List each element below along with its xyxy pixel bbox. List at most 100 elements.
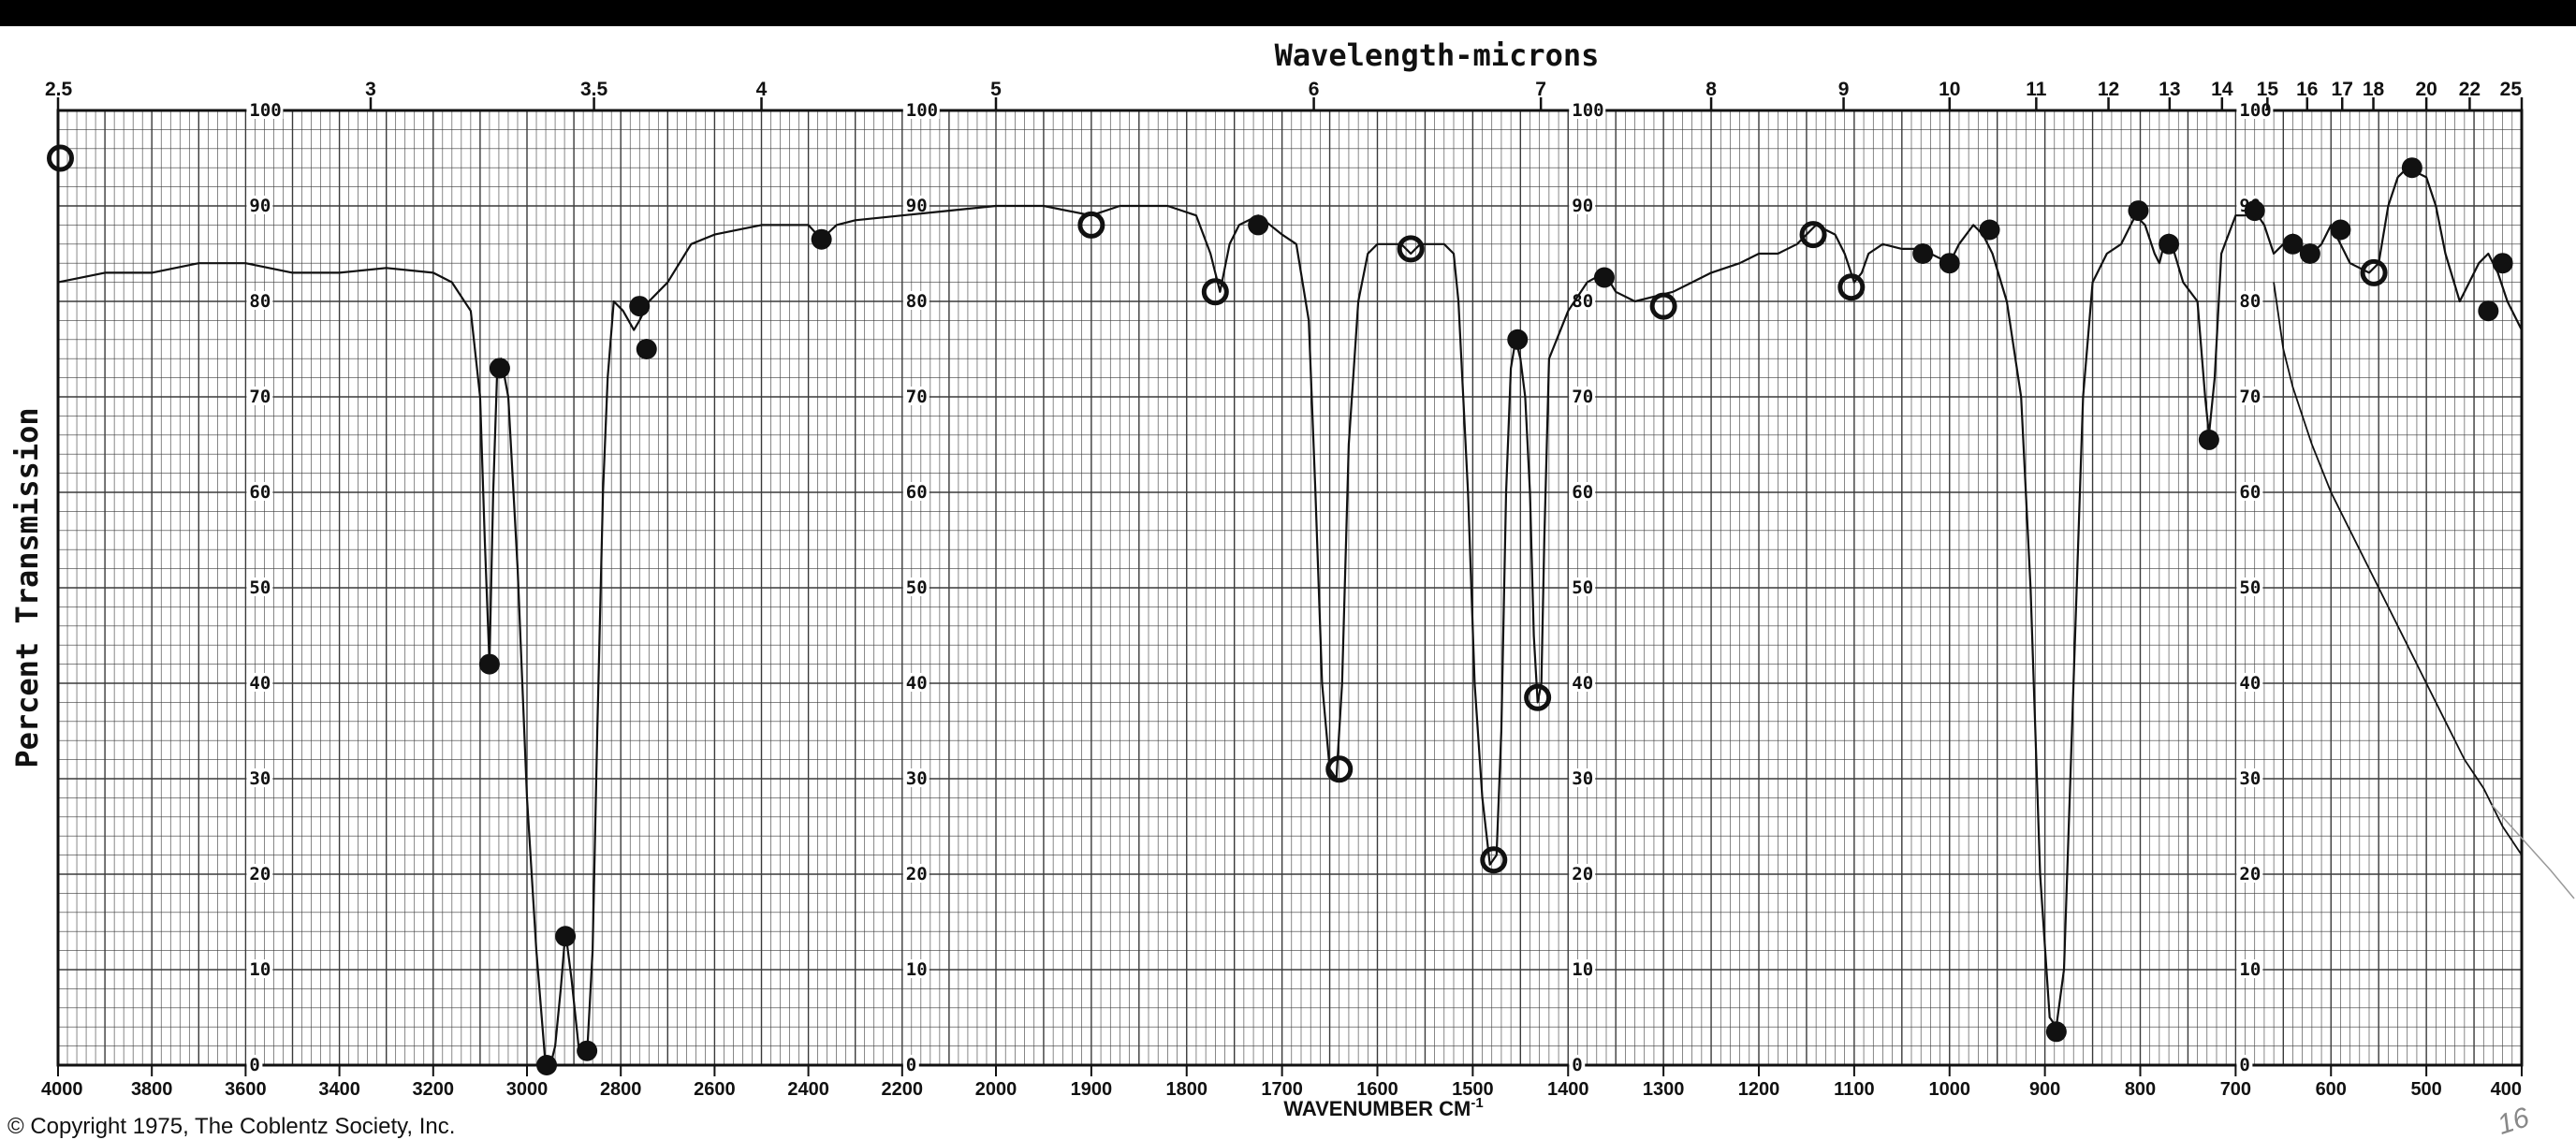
corner-pencil-stroke <box>2491 804 2575 899</box>
y-tick-label-bg <box>2236 577 2263 596</box>
secondary-trace-line <box>2273 282 2523 856</box>
y-tick-label: 80 <box>249 291 271 312</box>
peak-marker-ring <box>1649 292 1677 320</box>
top-tick-label: 14 <box>2211 79 2233 100</box>
y-tick-label-bg <box>246 1055 263 1074</box>
peak-marker-dot <box>1939 253 1960 274</box>
y-tick-label: 20 <box>1572 864 1593 884</box>
spectrum-series-line <box>57 167 2523 1067</box>
y-tick-label-bg <box>2236 387 2263 405</box>
y-tick-label: 100 <box>1572 100 1603 121</box>
peak-marker-dot <box>2478 300 2499 322</box>
y-tick-label: 100 <box>249 100 281 121</box>
bottom-tick-label: 2000 <box>975 1079 1017 1100</box>
top-tick-label: 4 <box>756 79 768 100</box>
y-tick-label: 10 <box>2239 959 2261 980</box>
y-tick-label: 60 <box>2239 482 2261 503</box>
bottom-tick-label: 1000 <box>1929 1079 1971 1100</box>
y-tick-label: 80 <box>906 291 928 312</box>
y-tick-label-bg <box>246 959 273 978</box>
y-tick-label-bg <box>246 387 273 405</box>
peak-marker-dot <box>2282 233 2304 255</box>
y-tick-label-bg <box>2236 959 2263 978</box>
top-tick-label: 3 <box>365 79 376 100</box>
y-tick-label-bg <box>902 768 929 787</box>
y-tick-label-bg <box>1569 1055 1586 1074</box>
bottom-tick-label: 3000 <box>506 1079 549 1100</box>
y-tick-label: 100 <box>2239 100 2271 121</box>
y-tick-label: 20 <box>249 864 271 884</box>
spectrum-traces <box>57 167 2523 1067</box>
peak-marker-dot <box>2244 200 2265 222</box>
peak-markers <box>47 144 2513 1075</box>
peak-marker-ring <box>1524 683 1552 711</box>
peak-marker-ring <box>47 144 75 172</box>
top-black-bar <box>0 0 2576 26</box>
x-axis-title: WAVENUMBER CM-1 <box>1283 1095 1483 1120</box>
peak-marker-dot <box>489 358 510 379</box>
peak-marker-dot <box>2198 429 2219 450</box>
top-tick-label: 5 <box>990 79 1002 100</box>
y-tick-label: 30 <box>906 768 928 789</box>
peak-marker-dot <box>1912 243 1934 264</box>
y-tick-label: 70 <box>2239 387 2261 407</box>
top-tick-label: 20 <box>2415 79 2437 100</box>
bottom-tick-label: 1300 <box>1643 1079 1685 1100</box>
y-tick-label: 30 <box>2239 768 2261 789</box>
y-tick-label: 50 <box>2239 577 2261 598</box>
top-tick-label: 10 <box>1939 79 1960 100</box>
peak-marker-dot <box>478 653 500 675</box>
top-tick-label: 2.5 <box>45 79 73 100</box>
y-tick-label: 70 <box>906 387 928 407</box>
y-tick-label: 0 <box>249 1055 259 1075</box>
y-tick-label: 70 <box>1572 387 1593 407</box>
y-tick-label-bg <box>1569 864 1596 883</box>
y-tick-label: 80 <box>2239 291 2261 312</box>
peak-marker-ring <box>1201 278 1229 306</box>
top-axis-title: Wavelength-microns <box>1275 37 1600 73</box>
y-tick-label: 0 <box>906 1055 916 1075</box>
copyright-notice: © Copyright 1975, The Coblentz Society, … <box>7 1114 456 1139</box>
y-tick-label: 10 <box>249 959 271 980</box>
y-tick-label-bg <box>902 673 929 692</box>
bottom-tick-label: 2400 <box>787 1079 829 1100</box>
bottom-tick-label: 1500 <box>1452 1079 1494 1100</box>
y-tick-label-bg <box>2236 864 2263 883</box>
y-tick-label: 30 <box>1572 768 1593 789</box>
peak-marker-dot <box>2492 253 2513 274</box>
y-tick-label: 90 <box>906 196 928 216</box>
y-tick-label-bg <box>246 291 273 310</box>
bottom-tick-label: 4000 <box>41 1079 83 1100</box>
y-tick-label: 50 <box>249 577 271 598</box>
peak-marker-dot <box>2159 233 2180 255</box>
y-tick-label: 90 <box>249 196 271 216</box>
peak-marker-ring <box>1799 221 1827 249</box>
peak-marker-dot <box>2330 219 2351 241</box>
corner-annotation: 16 <box>2494 1102 2533 1138</box>
y-tick-label-bg <box>1569 291 1596 310</box>
y-tick-label-bg <box>902 482 929 501</box>
y-tick-label-bg <box>246 577 273 596</box>
bottom-tick-label: 900 <box>2029 1079 2060 1100</box>
peak-marker-ring <box>1837 273 1866 301</box>
y-tick-label: 40 <box>1572 673 1593 694</box>
bottom-axis-ticks: 4000 3800 3600 3400 3200 3000 2800 2600 2400 2200… <box>41 1065 2523 1100</box>
y-tick-label-bg <box>246 673 273 692</box>
bottom-tick-label: 2800 <box>600 1079 642 1100</box>
peak-marker-ring <box>1325 755 1354 783</box>
y-tick-label: 50 <box>1572 577 1593 598</box>
peak-marker-ring <box>1397 235 1425 263</box>
y-axis-title: Percent Transmission <box>9 407 45 767</box>
bottom-tick-label: 1400 <box>1547 1079 1589 1100</box>
y-tick-label-bg <box>902 959 929 978</box>
y-tick-label-bg <box>1569 482 1596 501</box>
top-tick-label: 8 <box>1705 79 1717 100</box>
peak-marker-dot <box>811 228 832 250</box>
bottom-tick-label: 1800 <box>1166 1079 1208 1100</box>
y-tick-label-bg <box>902 577 929 596</box>
y-tick-label: 20 <box>906 864 928 884</box>
bottom-tick-label: 1200 <box>1738 1079 1780 1100</box>
y-tick-label-bg <box>2236 1055 2253 1074</box>
y-tick-label-bg <box>2236 482 2263 501</box>
